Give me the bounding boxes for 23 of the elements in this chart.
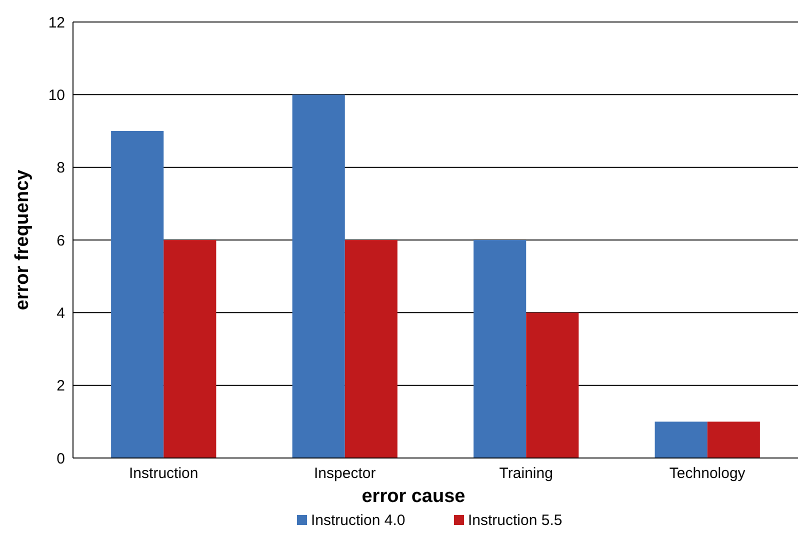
bar <box>654 422 708 458</box>
y-tick-label: 12 <box>48 14 65 32</box>
legend-label: Instruction 4.0 <box>311 512 406 529</box>
y-tick-label: 10 <box>48 86 65 104</box>
x-tick-label: Technology <box>669 465 746 482</box>
y-tick-label: 8 <box>56 160 65 177</box>
y-tick-label: 0 <box>56 450 65 468</box>
bar <box>474 240 526 458</box>
y-tick-label: 4 <box>56 304 65 322</box>
y-axis-title: error frequency <box>12 169 33 310</box>
x-tick-label: Inspector <box>314 465 376 482</box>
bar <box>164 240 216 458</box>
bar <box>292 94 345 458</box>
bar <box>526 312 579 458</box>
bar <box>344 240 398 458</box>
x-axis-title: error cause <box>362 486 466 507</box>
bar <box>111 131 164 458</box>
y-tick-label: 6 <box>56 232 65 250</box>
x-tick-label: Training <box>499 465 553 482</box>
y-tick-label: 2 <box>56 378 65 395</box>
legend-label: Instruction 5.5 <box>468 512 562 529</box>
bar <box>707 422 760 458</box>
x-tick-label: Instruction <box>129 465 198 482</box>
